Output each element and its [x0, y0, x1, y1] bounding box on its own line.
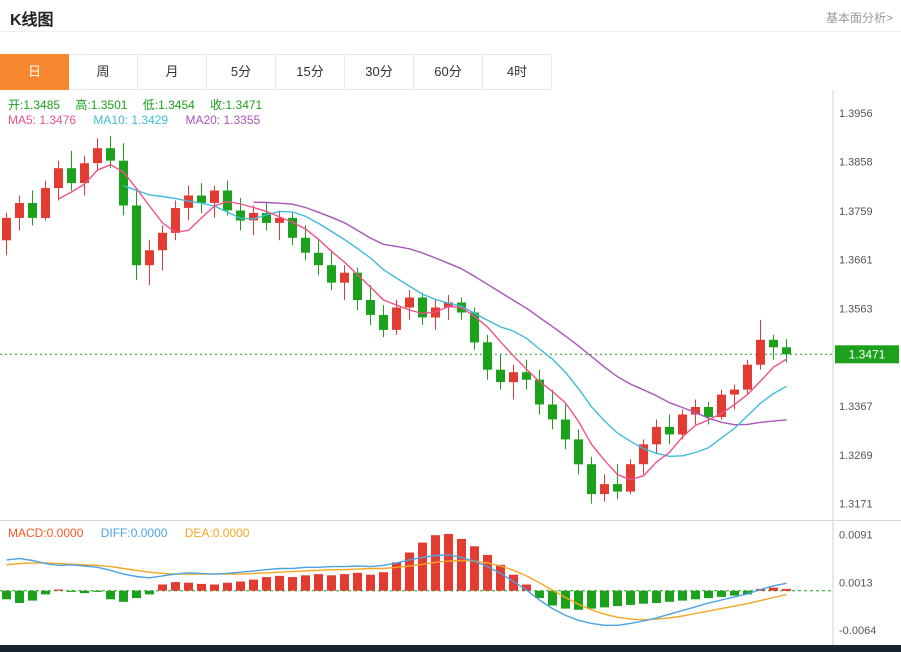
price-axis-label: 1.3367 — [839, 401, 873, 413]
tab-month[interactable]: 月 — [138, 54, 207, 90]
bottom-scrollbar[interactable] — [0, 645, 901, 652]
price-axis-label: 1.3171 — [839, 499, 873, 511]
dea-line — [6, 559, 787, 621]
macd-histogram — [2, 533, 791, 610]
ohlc-high: 高:1.3501 — [75, 98, 128, 112]
fundamental-analysis-link[interactable]: 基本面分析> — [825, 11, 893, 25]
tab-60min[interactable]: 60分 — [414, 54, 483, 90]
macd-value-label: MACD:0.0000 — [8, 526, 84, 540]
macd-chart-canvas: 0.0091 0.0013 -0.0064 — [0, 521, 876, 645]
price-axis-label: 1.3269 — [839, 450, 873, 462]
ohlc-open: 开:1.3485 — [8, 98, 61, 112]
period-tabs: 日周月 5分 15分 30分 60分 4时 — [0, 54, 901, 90]
macd-axis-label: -0.0064 — [839, 625, 876, 637]
ohlc-close: 收:1.3471 — [210, 98, 263, 112]
macd-legend: MACD:0.0000 DIFF:0.0000 DEA:0.0000 — [8, 526, 263, 540]
tab-5min[interactable]: 5分 — [207, 54, 276, 90]
tab-4hour[interactable]: 4时 — [483, 54, 552, 90]
tab-15min[interactable]: 15分 — [276, 54, 345, 90]
diff-value-label: DIFF:0.0000 — [100, 526, 168, 540]
candles — [2, 135, 791, 504]
dea-value-label: DEA:0.0000 — [184, 526, 250, 540]
tab-week[interactable]: 周 — [69, 54, 138, 90]
page-header: K线图 基本面分析> — [0, 0, 901, 32]
diff-line — [6, 554, 787, 627]
price-axis-label: 1.3759 — [839, 206, 873, 218]
ma10-line — [123, 184, 787, 458]
price-axis-label: 1.3956 — [839, 108, 873, 120]
ma10-legend: MA10: 1.3429 — [93, 113, 169, 127]
ma-legend: MA5: 1.3476 MA10: 1.3429 MA20: 1.3355 — [8, 113, 274, 127]
price-chart-canvas: 1.3956 1.3858 1.3759 1.3661 1.3563 1.3367 1.32… — [0, 90, 899, 520]
current-price-tag: 1.3471 — [835, 345, 899, 364]
ma20-legend: MA20: 1.3355 — [185, 113, 261, 127]
macd-axis-label: 0.0091 — [839, 530, 873, 542]
ma20-line — [253, 201, 787, 426]
price-axis-label: 1.3563 — [839, 304, 873, 316]
macd-panel: 0.0091 0.0013 -0.0064 MACD:0.0000 DIFF:0.0… — [0, 520, 901, 645]
ma5-legend: MA5: 1.3476 — [8, 113, 77, 127]
ma5-line — [58, 163, 787, 481]
price-axis-label: 1.3858 — [839, 157, 873, 169]
svg-text:1.3471: 1.3471 — [849, 347, 886, 361]
tab-day[interactable]: 日 — [0, 54, 69, 90]
macd-axis-label: 0.0013 — [839, 578, 873, 590]
price-axis-label: 1.3661 — [839, 255, 873, 267]
ohlc-legend: 开:1.3485 高:1.3501 低:1.3454 收:1.3471 — [8, 96, 274, 113]
ohlc-low: 低:1.3454 — [142, 98, 195, 112]
page-title: K线图 — [10, 12, 54, 29]
price-panel: 1.3956 1.3858 1.3759 1.3661 1.3563 1.3367 1.32… — [0, 90, 901, 520]
tab-30min[interactable]: 30分 — [345, 54, 414, 90]
